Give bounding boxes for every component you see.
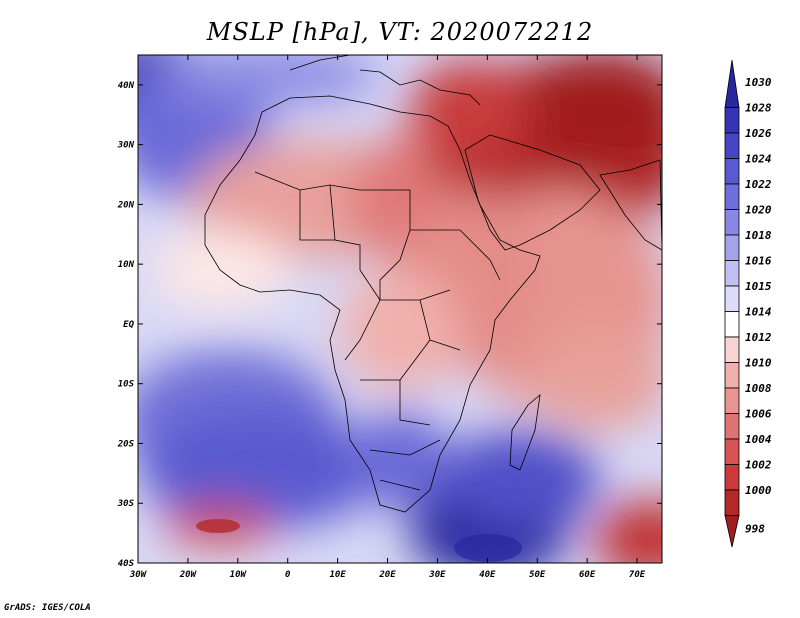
colorbar-swatch	[724, 515, 740, 548]
colorbar-label: 1030	[745, 76, 772, 89]
colorbar-label: 1024	[745, 153, 772, 166]
colorbar-label: 1010	[745, 357, 772, 370]
colorbar-label: 1012	[745, 331, 772, 344]
colorbar-swatch	[724, 387, 740, 414]
lat-tick-label: 30S	[117, 499, 135, 509]
colorbar-label: 1026	[745, 127, 772, 140]
lon-tick-label: 30E	[428, 570, 446, 580]
grads-credit: GrADS: IGES/COLA	[4, 603, 91, 613]
lat-tick-label: EQ	[123, 320, 134, 330]
colorbar-swatch	[724, 234, 740, 261]
colorbar-label: 1016	[745, 255, 772, 268]
lat-tick-label: 20S	[117, 439, 135, 449]
colorbar-label: 1008	[745, 382, 772, 395]
lat-tick-label: 40S	[118, 559, 135, 569]
colorbar-swatch	[724, 59, 740, 108]
colorbar-label: 1002	[745, 459, 772, 472]
lon-tick-label: 60E	[579, 570, 596, 580]
colorbar-label: 1000	[745, 484, 772, 497]
lon-tick-label: 30W	[129, 570, 148, 580]
lon-tick-label: 10E	[329, 570, 346, 580]
colorbar-swatch	[724, 209, 740, 236]
lon-tick-label: 70E	[629, 570, 646, 580]
colorbar-swatch	[724, 464, 740, 491]
lat-tick-label: 30N	[117, 141, 135, 151]
colorbar-swatch	[724, 158, 740, 185]
lon-tick-label: 50E	[529, 570, 546, 580]
lon-tick-label: 40E	[479, 570, 496, 580]
colorbar-label: 1014	[745, 306, 772, 319]
colorbar-label: 1028	[745, 102, 772, 115]
colorbar-label: 1018	[745, 229, 772, 242]
colorbar-swatch	[724, 489, 740, 516]
plot-frame	[137, 54, 663, 564]
lon-tick-label: 20W	[179, 570, 198, 580]
longitude-axis: 30W 20W 10W 0 10E 20E 30E 40E 50E 60E 70E	[129, 55, 646, 580]
colorbar-swatch	[724, 336, 740, 363]
lon-tick-label: 0	[285, 570, 291, 580]
latitude-axis: 40N 30N 20N 10N EQ 10S 20S 30S 40S	[117, 81, 662, 569]
colorbar-swatch	[724, 183, 740, 210]
colorbar-swatch	[724, 438, 740, 465]
lat-tick-label: 10S	[118, 380, 135, 390]
colorbar-swatch	[724, 311, 740, 338]
colorbar: 1030 1028 1026 1024 1022 1020 1018 1016 1015 1014…	[724, 59, 772, 548]
colorbar-swatch	[724, 285, 740, 312]
colorbar-swatch	[724, 362, 740, 389]
colorbar-swatch	[724, 132, 740, 159]
lat-tick-label: 40N	[118, 81, 135, 91]
colorbar-swatch	[724, 260, 740, 287]
map-title: MSLP [hPa], VT: 2020072212	[206, 18, 594, 46]
colorbar-label: 1006	[745, 408, 772, 421]
colorbar-label: 1015	[745, 280, 772, 293]
colorbar-label: 1022	[745, 178, 772, 191]
colorbar-swatch	[724, 107, 740, 134]
lon-tick-label: 20E	[378, 570, 396, 580]
lat-tick-label: 20N	[117, 200, 135, 210]
lon-tick-label: 10W	[230, 570, 248, 580]
pressure-field	[138, 55, 662, 563]
colorbar-label: 998	[745, 522, 765, 535]
lat-tick-label: 10N	[118, 260, 135, 270]
coastlines	[204, 55, 662, 513]
colorbar-swatch	[724, 413, 740, 440]
colorbar-label: 1020	[745, 204, 772, 217]
colorbar-label: 1004	[745, 433, 772, 446]
